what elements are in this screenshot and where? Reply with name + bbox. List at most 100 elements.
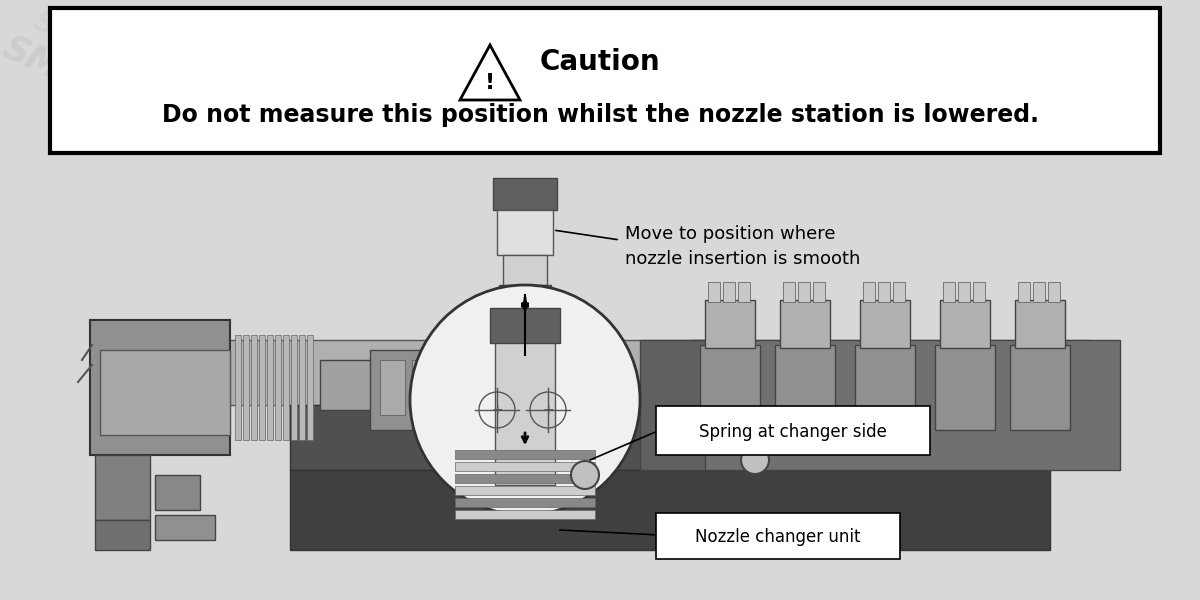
- Text: SMTBOX: SMTBOX: [908, 186, 1051, 274]
- Text: Caution: Caution: [540, 48, 661, 76]
- Bar: [722, 282, 734, 302]
- Bar: [497, 210, 553, 255]
- Bar: [455, 462, 595, 471]
- Text: Move to position where
nozzle insertion is smooth: Move to position where nozzle insertion …: [625, 225, 860, 268]
- Text: One Box,: One Box,: [203, 458, 356, 542]
- Bar: [155, 515, 215, 540]
- Bar: [299, 335, 305, 440]
- Bar: [935, 345, 995, 430]
- Text: Spare Parts: Spare Parts: [694, 31, 906, 149]
- Text: SMTBOX: SMTBOX: [0, 30, 162, 130]
- FancyBboxPatch shape: [656, 513, 900, 559]
- Text: SMTBOX: SMTBOX: [29, 6, 172, 94]
- Bar: [493, 178, 557, 210]
- Bar: [940, 300, 990, 348]
- Bar: [1048, 282, 1060, 302]
- Text: SMTBOX: SMTBOX: [248, 6, 391, 94]
- Text: SMTBOX: SMTBOX: [1091, 448, 1200, 512]
- Bar: [455, 510, 595, 519]
- Bar: [251, 335, 257, 440]
- Text: SMTBOX: SMTBOX: [468, 186, 612, 274]
- Bar: [798, 282, 810, 302]
- Bar: [775, 345, 835, 430]
- Bar: [0, 158, 1200, 600]
- Bar: [690, 340, 1120, 470]
- Text: SMTBOX: SMTBOX: [689, 6, 832, 94]
- Text: .com: .com: [926, 441, 1014, 499]
- Bar: [1010, 345, 1070, 430]
- Bar: [90, 320, 230, 455]
- Bar: [455, 486, 595, 495]
- Text: .com: .com: [1010, 44, 1090, 96]
- Bar: [95, 455, 150, 520]
- Text: SMTBOX: SMTBOX: [908, 6, 1051, 94]
- Bar: [455, 474, 595, 483]
- Bar: [307, 335, 313, 440]
- Text: .com: .com: [1064, 227, 1136, 273]
- Text: Spring at changer side: Spring at changer side: [700, 423, 887, 441]
- Text: SMTBOX: SMTBOX: [689, 546, 832, 600]
- Text: All SMT: All SMT: [590, 225, 709, 295]
- Bar: [292, 335, 298, 440]
- Bar: [860, 300, 910, 348]
- Text: Spare Parts: Spare Parts: [805, 241, 995, 359]
- Text: +: +: [542, 403, 554, 417]
- Bar: [1033, 282, 1045, 302]
- Text: SMTBOX: SMTBOX: [0, 439, 126, 521]
- Bar: [1018, 282, 1030, 302]
- Bar: [503, 255, 547, 285]
- Text: SMTBOX: SMTBOX: [29, 546, 172, 600]
- Text: SMTBOX: SMTBOX: [29, 366, 172, 454]
- Text: One Box,: One Box,: [337, 283, 462, 358]
- Circle shape: [742, 446, 769, 474]
- Bar: [490, 308, 560, 343]
- Bar: [499, 285, 551, 295]
- Bar: [814, 282, 826, 302]
- Text: SMTBOX: SMTBOX: [468, 366, 612, 454]
- Text: SMTBOX: SMTBOX: [468, 6, 612, 94]
- Bar: [708, 282, 720, 302]
- Bar: [893, 282, 905, 302]
- Bar: [50, 8, 1160, 153]
- Bar: [455, 450, 595, 459]
- Text: SMTBOX: SMTBOX: [468, 546, 612, 600]
- Text: +: +: [491, 403, 503, 417]
- FancyBboxPatch shape: [656, 406, 930, 455]
- Bar: [290, 405, 1050, 470]
- Text: SMTBOX: SMTBOX: [248, 366, 391, 454]
- Text: SMTBOX: SMTBOX: [689, 186, 832, 274]
- Bar: [854, 345, 916, 430]
- Bar: [738, 282, 750, 302]
- Text: SMTBOX: SMTBOX: [248, 186, 391, 274]
- Text: SMTBOX: SMTBOX: [908, 366, 1051, 454]
- Bar: [640, 340, 706, 470]
- Bar: [496, 310, 554, 485]
- Bar: [320, 360, 460, 410]
- Bar: [863, 282, 875, 302]
- Bar: [958, 282, 970, 302]
- Bar: [259, 335, 265, 440]
- Bar: [95, 520, 150, 550]
- Text: All SMT: All SMT: [485, 23, 614, 97]
- Bar: [706, 300, 755, 348]
- Bar: [1015, 300, 1066, 348]
- Bar: [370, 350, 450, 430]
- Bar: [380, 360, 406, 415]
- Text: Do not measure this position whilst the nozzle station is lowered.: Do not measure this position whilst the …: [162, 103, 1038, 127]
- Bar: [275, 335, 281, 440]
- Text: SMTBOX: SMTBOX: [248, 546, 391, 600]
- Text: One Box,: One Box,: [229, 83, 371, 157]
- Polygon shape: [460, 45, 520, 100]
- Text: SMTBOX: SMTBOX: [29, 186, 172, 274]
- Bar: [700, 345, 760, 430]
- Text: Spare Parts: Spare Parts: [662, 439, 838, 541]
- Bar: [943, 282, 955, 302]
- Text: SMTBOX: SMTBOX: [689, 366, 832, 454]
- Bar: [780, 300, 830, 348]
- Text: !: !: [485, 73, 496, 93]
- Bar: [266, 335, 274, 440]
- Bar: [155, 475, 200, 510]
- Bar: [878, 282, 890, 302]
- Bar: [283, 335, 289, 440]
- Bar: [235, 335, 241, 440]
